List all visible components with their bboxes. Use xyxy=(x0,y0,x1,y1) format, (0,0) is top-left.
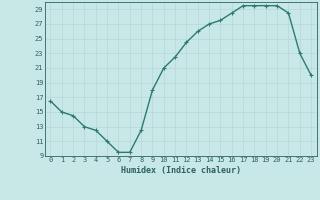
X-axis label: Humidex (Indice chaleur): Humidex (Indice chaleur) xyxy=(121,166,241,175)
